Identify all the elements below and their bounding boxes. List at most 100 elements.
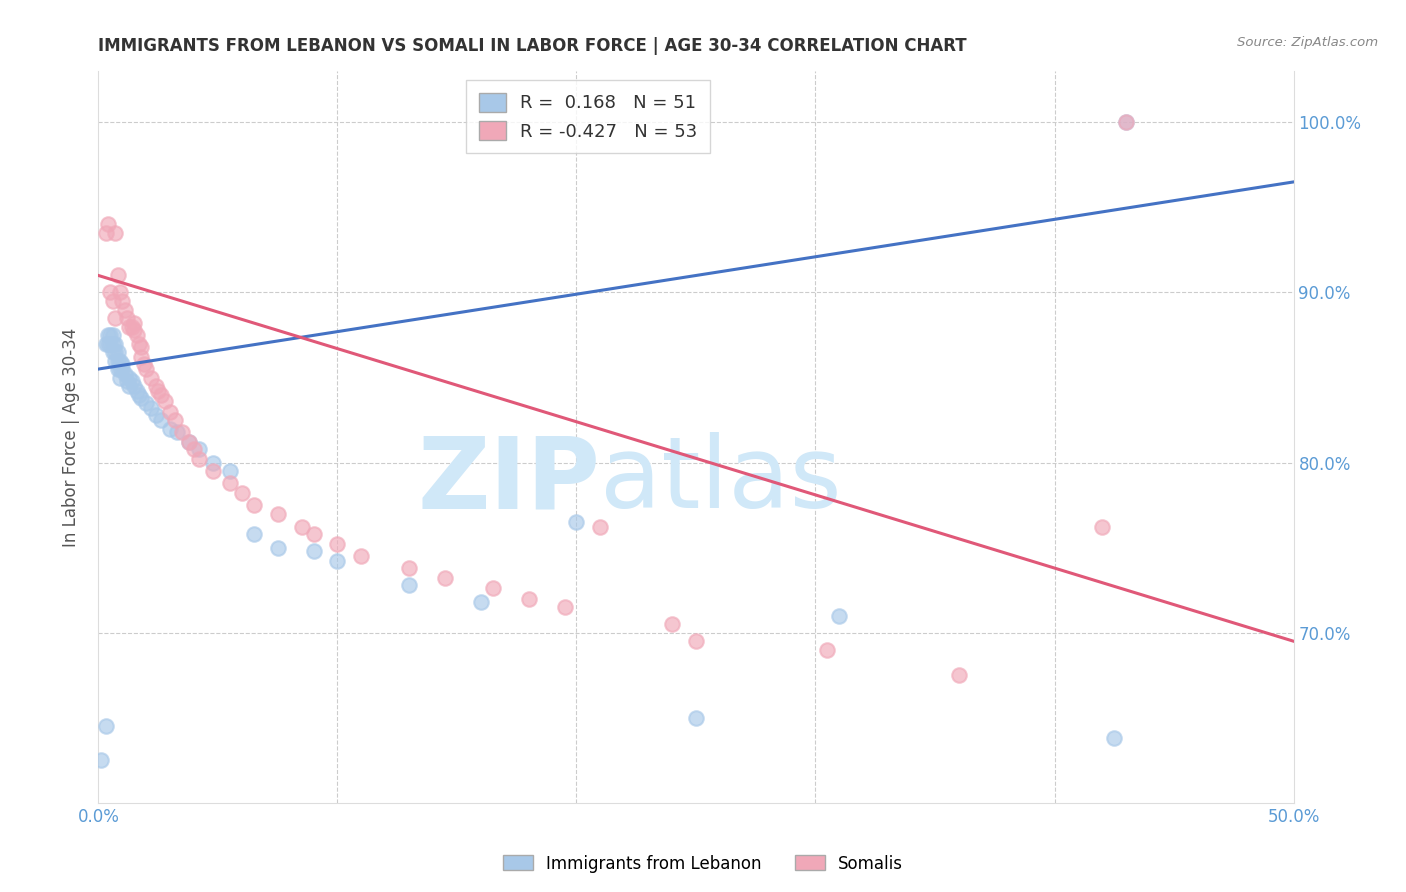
Point: [132, 357, 155, 371]
Point: [97, 328, 120, 343]
Point: [131, 350, 153, 364]
Point: [135, 362, 157, 376]
Point: [481, 582, 505, 596]
Point: [124, 323, 146, 337]
Point: [179, 435, 201, 450]
Point: [948, 668, 970, 682]
Point: [326, 537, 349, 551]
Legend: R =  0.168   N = 51, R = -0.427   N = 53: R = 0.168 N = 51, R = -0.427 N = 53: [465, 80, 710, 153]
Point: [815, 642, 838, 657]
Point: [101, 336, 124, 351]
Point: [124, 379, 146, 393]
Point: [135, 396, 157, 410]
Point: [1115, 115, 1137, 129]
Text: IMMIGRANTS FROM LEBANON VS SOMALI IN LABOR FORCE | AGE 30-34 CORRELATION CHART: IMMIGRANTS FROM LEBANON VS SOMALI IN LAB…: [98, 37, 967, 54]
Point: [685, 711, 707, 725]
Point: [1091, 520, 1114, 534]
Point: [104, 345, 127, 359]
Point: [589, 520, 612, 534]
Point: [139, 370, 162, 384]
Point: [118, 379, 141, 393]
Point: [155, 394, 177, 409]
Point: [101, 328, 124, 343]
Point: [108, 285, 131, 300]
Y-axis label: In Labor Force | Age 30-34: In Labor Force | Age 30-34: [62, 327, 80, 547]
Point: [291, 520, 314, 534]
Point: [94, 719, 117, 733]
Point: [97, 336, 120, 351]
Point: [187, 442, 209, 456]
Point: [104, 336, 127, 351]
Point: [111, 362, 134, 376]
Point: [115, 374, 138, 388]
Point: [172, 425, 194, 439]
Point: [350, 549, 373, 563]
Point: [183, 442, 205, 456]
Point: [104, 226, 127, 240]
Point: [107, 362, 129, 376]
Point: [145, 408, 167, 422]
Point: [243, 527, 266, 541]
Point: [398, 561, 420, 575]
Point: [1115, 115, 1137, 129]
Point: [124, 316, 146, 330]
Point: [433, 571, 456, 585]
Point: [139, 401, 162, 416]
Point: [166, 425, 188, 439]
Point: [98, 328, 122, 343]
Point: [326, 554, 349, 568]
Point: [94, 226, 117, 240]
Point: [104, 353, 127, 368]
Point: [149, 413, 172, 427]
Point: [159, 404, 181, 418]
Point: [219, 475, 242, 490]
Point: [128, 387, 150, 401]
Point: [121, 374, 143, 388]
Point: [97, 218, 120, 232]
Point: [94, 336, 117, 351]
Point: [90, 753, 112, 767]
Point: [517, 591, 540, 606]
Point: [108, 362, 131, 376]
Point: [107, 345, 129, 359]
Text: atlas: atlas: [600, 433, 842, 530]
Point: [828, 608, 851, 623]
Point: [114, 367, 136, 381]
Point: [202, 456, 225, 470]
Point: [554, 600, 576, 615]
Point: [121, 319, 143, 334]
Point: [145, 379, 167, 393]
Point: [131, 391, 153, 405]
Text: Source: ZipAtlas.com: Source: ZipAtlas.com: [1237, 36, 1378, 49]
Point: [108, 370, 131, 384]
Point: [125, 328, 148, 343]
Point: [661, 617, 683, 632]
Point: [125, 384, 148, 399]
Point: [98, 336, 122, 351]
Point: [267, 507, 290, 521]
Point: [107, 268, 129, 283]
Point: [98, 285, 122, 300]
Point: [148, 384, 170, 399]
Point: [128, 336, 150, 351]
Text: ZIP: ZIP: [418, 433, 600, 530]
Point: [187, 452, 209, 467]
Point: [219, 464, 242, 478]
Point: [267, 541, 290, 555]
Point: [685, 634, 707, 648]
Point: [104, 311, 127, 326]
Legend: Immigrants from Lebanon, Somalis: Immigrants from Lebanon, Somalis: [496, 848, 910, 880]
Point: [398, 578, 420, 592]
Point: [111, 293, 134, 308]
Point: [565, 515, 588, 529]
Point: [202, 464, 225, 478]
Point: [115, 311, 138, 326]
Point: [231, 486, 253, 500]
Point: [108, 353, 131, 368]
Point: [114, 302, 136, 317]
Point: [111, 357, 134, 371]
Point: [118, 370, 141, 384]
Point: [107, 353, 129, 368]
Point: [159, 421, 181, 435]
Point: [101, 345, 124, 359]
